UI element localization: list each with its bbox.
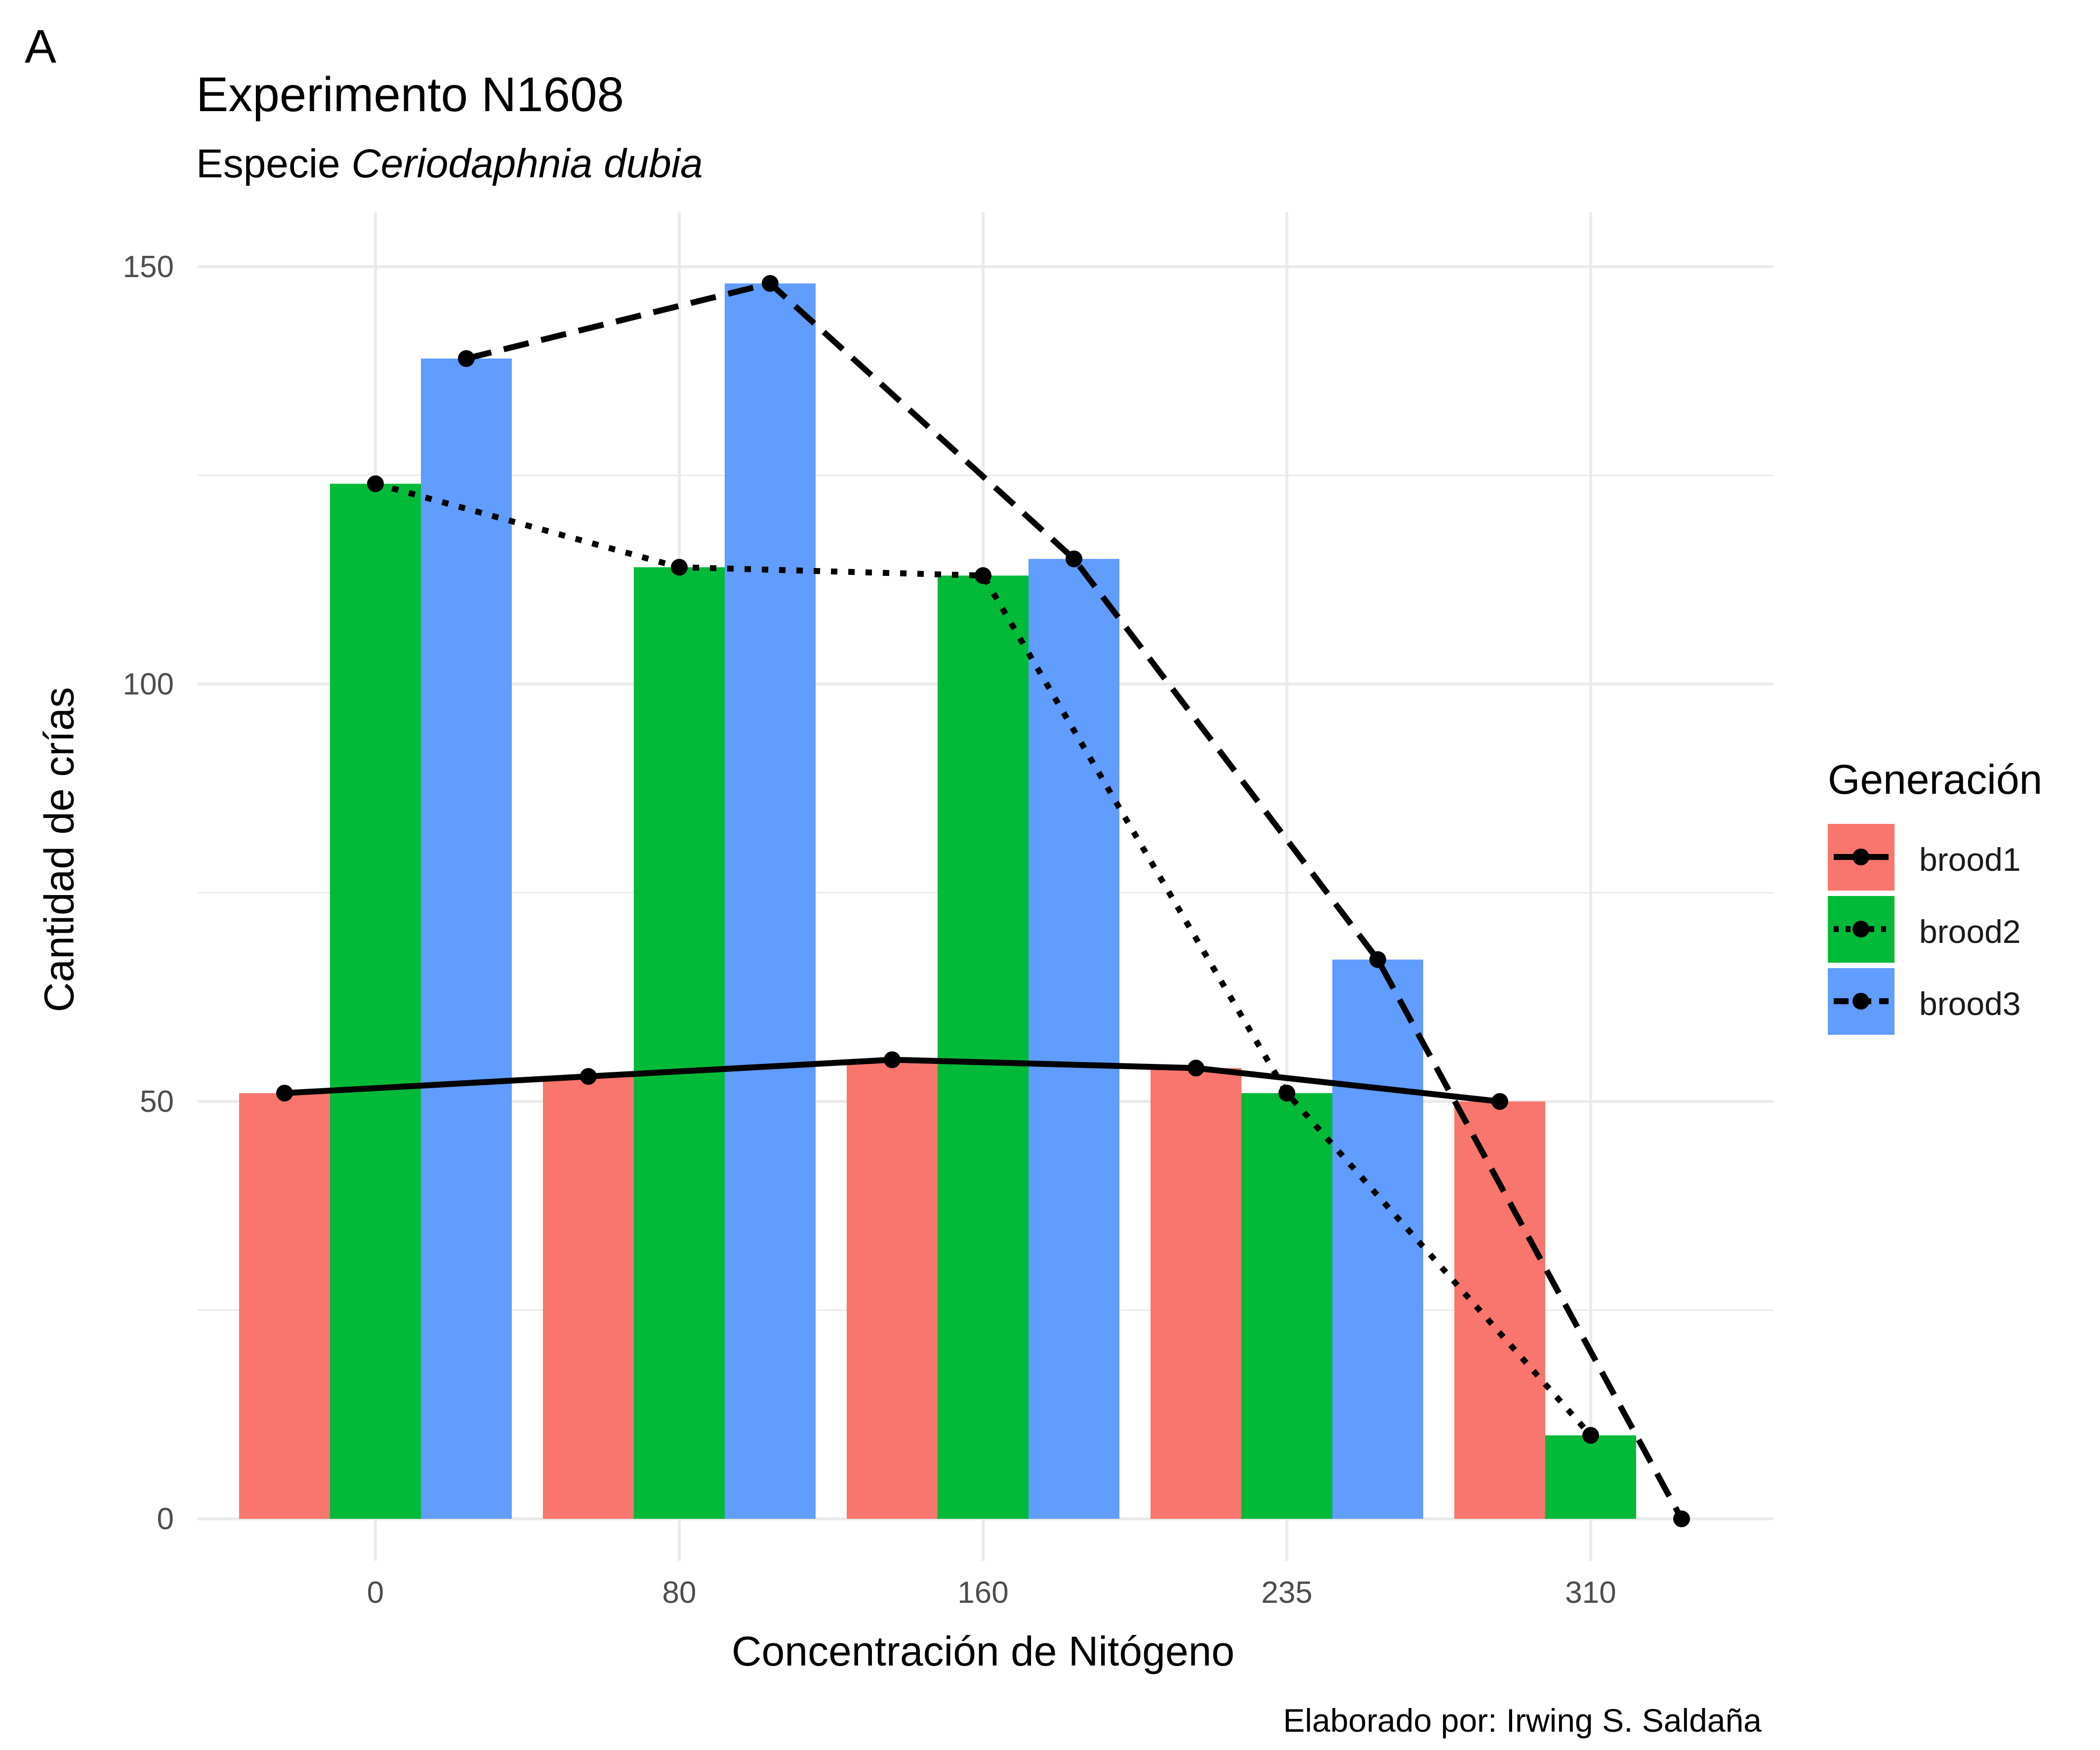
bar-brood1-160: [847, 1059, 938, 1519]
legend-label-brood1: brood1: [1919, 841, 2021, 878]
bar-brood3-235: [1332, 959, 1423, 1519]
legend-item-brood3: brood3: [1828, 968, 2085, 1035]
bar-brood1-0: [239, 1093, 330, 1519]
point-brood2-0: [367, 475, 384, 492]
legend-label-brood3: brood3: [1919, 985, 2021, 1022]
x-tick-labels: 0 80 160 235 310: [367, 1576, 1616, 1610]
legend-title: Generación: [1828, 756, 2043, 803]
x-tick-label: 80: [662, 1576, 697, 1610]
point-brood3-235: [1369, 951, 1386, 968]
y-tick-label: 100: [123, 667, 174, 701]
point-brood2-310: [1582, 1427, 1599, 1444]
x-tick-label: 310: [1565, 1576, 1616, 1610]
point-brood3-160: [1066, 550, 1082, 568]
point-brood1-160: [884, 1051, 901, 1068]
x-tick-label: 0: [367, 1576, 384, 1610]
caption: Elaborado por: Irwing S. Saldaña: [1283, 1702, 1762, 1739]
line-brood3: [465, 280, 1685, 1520]
bar-brood2-235: [1241, 1093, 1332, 1519]
line-brood2: [374, 481, 1593, 1437]
y-axis-label: Cantidad de crías: [36, 687, 82, 1013]
point-brood2-235: [1278, 1085, 1295, 1102]
bar-brood2-80: [634, 567, 725, 1519]
legend-item-brood2: brood2: [1828, 896, 2085, 963]
x-tick-label: 160: [957, 1576, 1008, 1610]
y-tick-label: 50: [140, 1085, 174, 1119]
legend-point-brood2: [1853, 921, 1869, 937]
point-brood3-0: [458, 350, 475, 367]
bar-brood3-0: [421, 358, 512, 1519]
legend-label-brood2: brood2: [1919, 913, 2021, 950]
legend-key-brood2: [1828, 896, 1894, 963]
chart-subtitle: Especie Ceriodaphnia dubia: [196, 141, 703, 187]
bars: [239, 283, 1636, 1519]
bar-brood3-80: [725, 283, 816, 1519]
point-brood1-80: [580, 1068, 597, 1085]
legend-point-brood3: [1853, 993, 1869, 1010]
subtitle-species: Ceriodaphnia dubia: [351, 141, 703, 186]
point-brood2-80: [671, 559, 688, 576]
legend-point-brood1: [1853, 849, 1869, 865]
point-brood1-0: [276, 1085, 293, 1102]
panel-tag: A: [25, 20, 57, 73]
bar-brood2-160: [938, 575, 1029, 1519]
point-brood2-160: [975, 567, 991, 584]
point-brood3-310: [1673, 1510, 1690, 1527]
bar-brood2-0: [330, 484, 421, 1519]
x-axis-label: Concentración de Nitógeno: [731, 1628, 1235, 1674]
bar-brood2-310: [1545, 1435, 1636, 1519]
legend-item-brood1: brood1: [1828, 824, 2085, 891]
point-brood3-80: [762, 275, 779, 292]
x-tick-label: 235: [1261, 1576, 1312, 1610]
point-brood1-235: [1188, 1059, 1204, 1077]
bar-brood1-235: [1151, 1068, 1241, 1519]
bar-brood3-160: [1029, 559, 1119, 1519]
bar-brood1-80: [543, 1076, 634, 1519]
chart-title: Experimento N1608: [196, 67, 624, 122]
y-tick-label: 150: [123, 250, 174, 284]
point-brood1-310: [1491, 1093, 1508, 1110]
series-points: [276, 275, 1690, 1527]
y-tick-label: 0: [157, 1502, 174, 1536]
legend-key-brood1: [1828, 824, 1894, 891]
legend-key-brood3: [1828, 968, 1894, 1035]
subtitle-prefix: Especie: [196, 141, 352, 186]
y-tick-labels: 0 50 100 150: [123, 250, 174, 1536]
bar-brood1-310: [1454, 1101, 1545, 1519]
